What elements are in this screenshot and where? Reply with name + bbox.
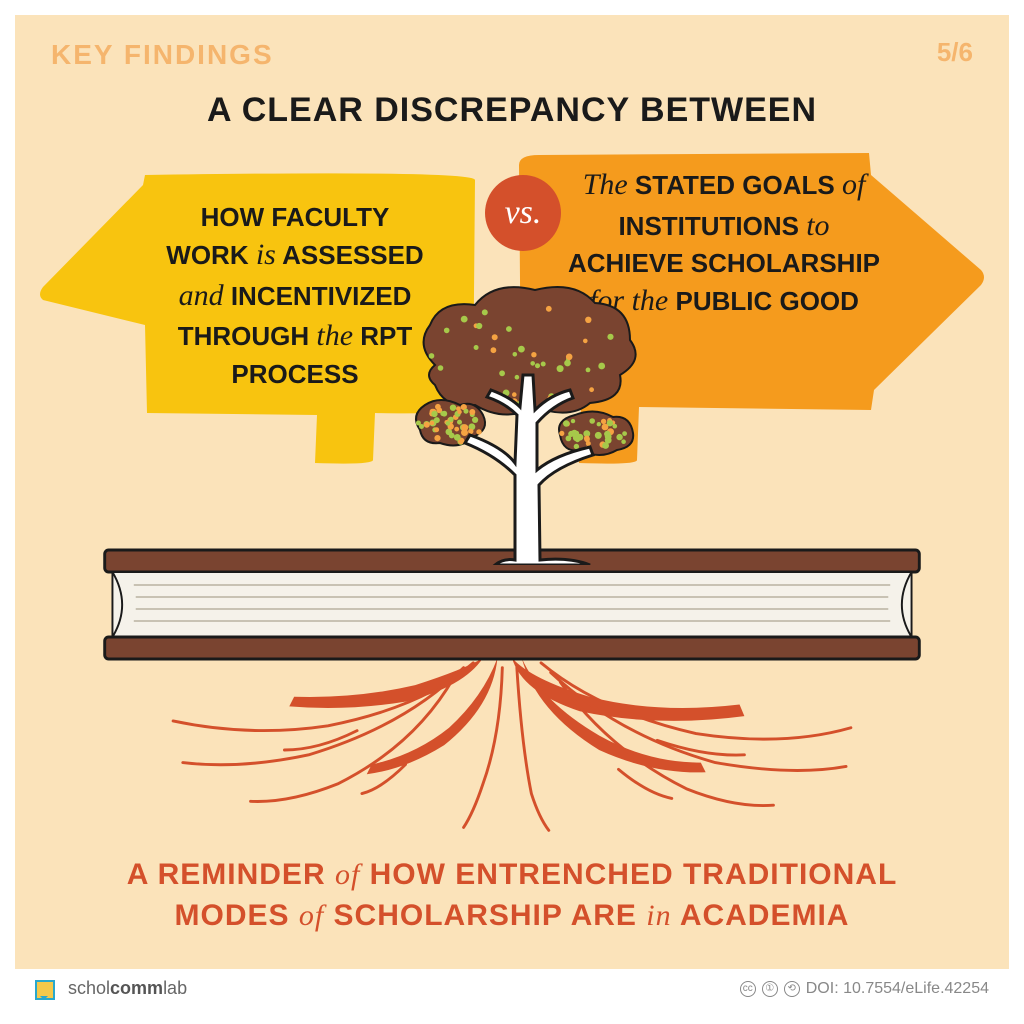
doi-attribution: cc ① ⟲ DOI: 10.7554/eLife.42254 <box>740 980 989 998</box>
logo-icon <box>35 980 55 1000</box>
brand-text: comm <box>110 978 163 998</box>
footer: scholcommlab cc ① ⟲ DOI: 10.7554/eLife.4… <box>15 969 1009 1009</box>
caption-fragment: ACADEMIA <box>672 899 850 932</box>
vs-badge: vs. <box>485 175 561 251</box>
bottom-caption: A REMINDER of HOW ENTRENCHED TRADITIONAL… <box>75 855 949 936</box>
sa-icon: ⟲ <box>784 981 800 997</box>
caption-fragment: HOW ENTRENCHED TRADITIONAL <box>360 858 897 891</box>
page-number: 5/6 <box>937 37 973 68</box>
section-label: KEY FINDINGS <box>51 39 274 71</box>
brand-logo: scholcommlab <box>35 978 187 999</box>
brand-text: schol <box>68 978 110 998</box>
caption-fragment: SCHOLARSHIP ARE <box>324 899 646 932</box>
infographic-canvas: KEY FINDINGS 5/6 A CLEAR DISCREPANCY BET… <box>0 0 1024 1024</box>
brand-text: lab <box>163 978 187 998</box>
caption-fragment: MODES <box>175 899 299 932</box>
caption-fragment: A REMINDER <box>127 858 335 891</box>
main-title: A CLEAR DISCREPANCY BETWEEN <box>15 91 1009 130</box>
cc-icon: cc <box>740 981 756 997</box>
caption-fragment: in <box>646 899 671 932</box>
roots-illustration <box>115 655 909 845</box>
caption-fragment: of <box>299 899 324 932</box>
by-icon: ① <box>762 981 778 997</box>
caption-fragment: of <box>335 858 360 891</box>
tree-illustration <box>395 275 655 565</box>
doi-text: DOI: 10.7554/eLife.42254 <box>806 980 989 998</box>
